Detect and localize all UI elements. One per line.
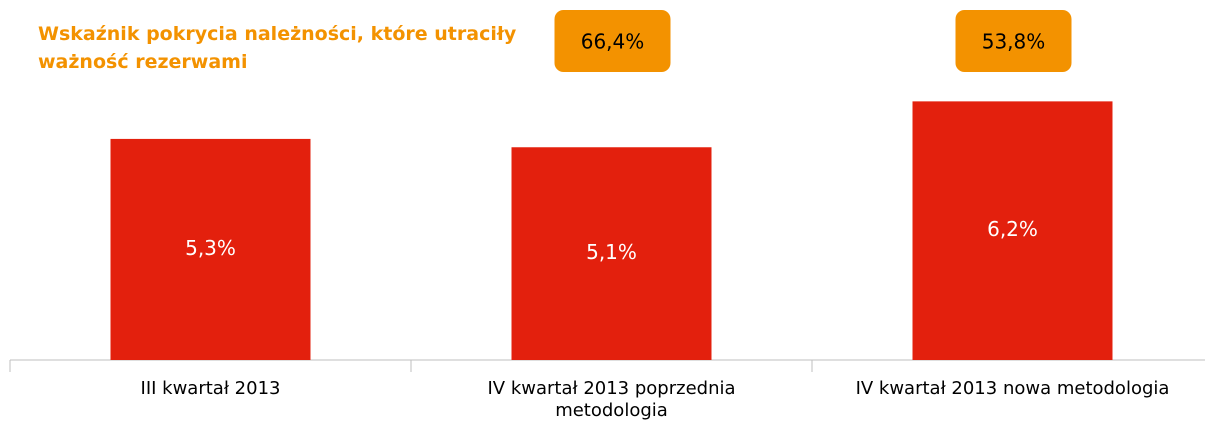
badge-label: 66,4%	[581, 30, 645, 54]
badge	[554, 10, 671, 72]
value-label: 5,1%	[586, 240, 637, 264]
x-tick-label: IV kwartał 2013 poprzednia metodologia	[487, 378, 736, 421]
x-tick-label: III kwartał 2013	[140, 378, 281, 399]
value-label: 6,2%	[987, 217, 1038, 241]
bar	[912, 101, 1113, 360]
badge	[955, 10, 1072, 72]
x-tick-label: IV kwartał 2013 nowa metodologia	[855, 378, 1170, 399]
bar	[511, 147, 712, 360]
value-label: 5,3%	[185, 236, 236, 260]
bar	[110, 138, 311, 360]
chart-title: Wskaźnik pokrycia należności, które utra…	[38, 23, 517, 73]
badge-label: 53,8%	[982, 30, 1046, 54]
